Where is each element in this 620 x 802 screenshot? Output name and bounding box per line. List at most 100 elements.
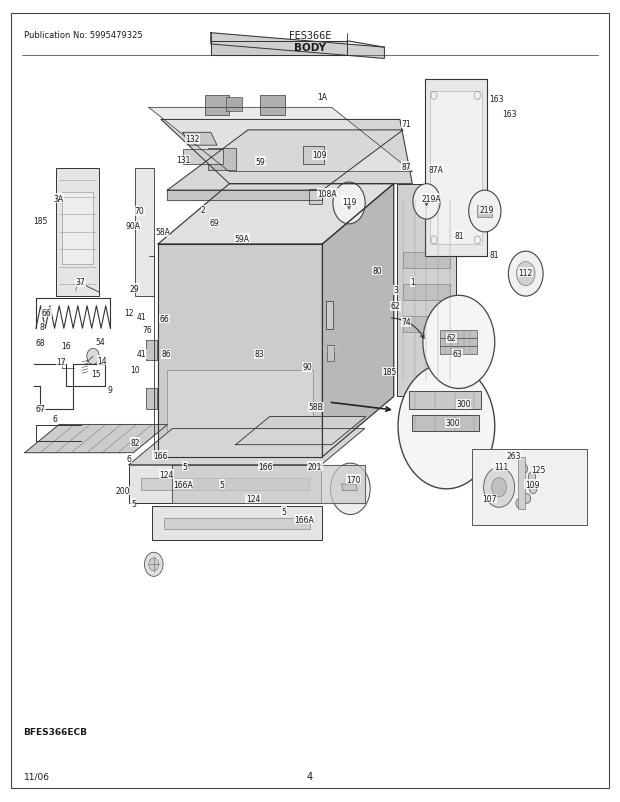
Bar xyxy=(440,330,477,338)
Circle shape xyxy=(398,364,495,489)
Text: 201: 201 xyxy=(308,462,322,472)
Bar xyxy=(146,389,157,409)
Polygon shape xyxy=(236,417,366,445)
Circle shape xyxy=(516,499,523,508)
Text: 3A: 3A xyxy=(54,194,64,204)
Bar xyxy=(327,346,334,362)
Bar xyxy=(425,80,487,257)
Bar xyxy=(135,168,154,297)
Text: 14: 14 xyxy=(97,356,107,366)
Circle shape xyxy=(528,472,536,482)
Text: 5: 5 xyxy=(182,462,187,472)
Circle shape xyxy=(423,296,495,389)
Text: 62: 62 xyxy=(446,334,456,343)
Polygon shape xyxy=(172,465,365,504)
Text: 5: 5 xyxy=(219,480,224,489)
Bar xyxy=(56,168,99,297)
Text: 166A: 166A xyxy=(294,515,314,525)
Bar xyxy=(260,96,285,116)
Text: 87A: 87A xyxy=(428,165,443,175)
Text: 5: 5 xyxy=(281,507,286,516)
Bar xyxy=(146,341,157,361)
Polygon shape xyxy=(161,120,412,184)
Text: 54: 54 xyxy=(95,337,105,346)
Bar xyxy=(167,371,313,445)
Text: 166A: 166A xyxy=(173,480,193,489)
Polygon shape xyxy=(167,191,322,200)
Text: 12: 12 xyxy=(124,308,134,318)
Bar xyxy=(62,192,93,265)
Text: 83: 83 xyxy=(254,350,264,359)
Bar xyxy=(430,92,482,245)
Bar xyxy=(403,317,450,333)
Bar xyxy=(326,302,333,330)
Text: 166: 166 xyxy=(258,462,273,472)
Text: 219: 219 xyxy=(479,205,494,215)
Bar xyxy=(141,478,309,491)
Text: 80: 80 xyxy=(372,266,382,276)
Circle shape xyxy=(484,468,515,508)
Text: 125: 125 xyxy=(531,465,546,475)
Polygon shape xyxy=(149,108,412,172)
Text: 119: 119 xyxy=(342,197,356,207)
Text: 1: 1 xyxy=(410,277,415,287)
Polygon shape xyxy=(211,42,347,56)
Bar xyxy=(412,415,479,431)
Polygon shape xyxy=(342,484,357,491)
Bar xyxy=(129,465,321,504)
Bar xyxy=(303,147,324,164)
Bar xyxy=(477,206,492,217)
Bar xyxy=(472,449,587,525)
Text: 166: 166 xyxy=(153,451,167,460)
Text: 112: 112 xyxy=(519,268,533,277)
Text: 86: 86 xyxy=(161,350,171,359)
Bar xyxy=(152,507,322,541)
Polygon shape xyxy=(158,245,322,457)
Text: 219A: 219A xyxy=(421,194,441,204)
Text: 124: 124 xyxy=(159,470,174,480)
Text: 67: 67 xyxy=(35,404,45,414)
Circle shape xyxy=(330,464,370,515)
Text: 108A: 108A xyxy=(317,189,337,199)
Bar xyxy=(397,184,456,397)
Text: 109: 109 xyxy=(525,480,539,489)
Bar xyxy=(440,338,477,346)
Text: 163: 163 xyxy=(502,109,517,119)
Text: FES366E: FES366E xyxy=(289,30,331,40)
Circle shape xyxy=(516,262,535,286)
Text: 185: 185 xyxy=(33,217,48,226)
Text: 29: 29 xyxy=(130,284,140,294)
Text: 9: 9 xyxy=(108,385,113,395)
Text: 3: 3 xyxy=(393,286,398,295)
Text: 111: 111 xyxy=(494,462,508,472)
Text: 200: 200 xyxy=(115,486,130,496)
Text: 15: 15 xyxy=(91,369,101,379)
Text: 66: 66 xyxy=(159,314,169,324)
Circle shape xyxy=(469,191,501,233)
Polygon shape xyxy=(158,184,394,245)
Text: 59: 59 xyxy=(255,157,265,167)
Bar xyxy=(183,150,223,164)
Polygon shape xyxy=(129,429,365,465)
Text: 4: 4 xyxy=(307,772,313,781)
Text: 124: 124 xyxy=(246,494,260,504)
Bar xyxy=(403,285,450,301)
Text: 16: 16 xyxy=(61,342,71,351)
Text: 300: 300 xyxy=(445,419,460,428)
Bar xyxy=(164,518,310,529)
Bar xyxy=(208,148,236,171)
Text: 71: 71 xyxy=(401,119,411,129)
Bar xyxy=(518,457,525,509)
Circle shape xyxy=(87,349,99,365)
Text: 300: 300 xyxy=(456,399,471,409)
Text: 132: 132 xyxy=(185,135,200,144)
Text: 17: 17 xyxy=(56,358,66,367)
Text: 163: 163 xyxy=(489,95,503,104)
Bar xyxy=(205,96,229,116)
Text: 69: 69 xyxy=(209,218,219,228)
Polygon shape xyxy=(25,425,167,453)
Circle shape xyxy=(333,183,365,225)
Text: 1A: 1A xyxy=(317,93,327,103)
Circle shape xyxy=(529,484,537,494)
Polygon shape xyxy=(322,184,394,457)
